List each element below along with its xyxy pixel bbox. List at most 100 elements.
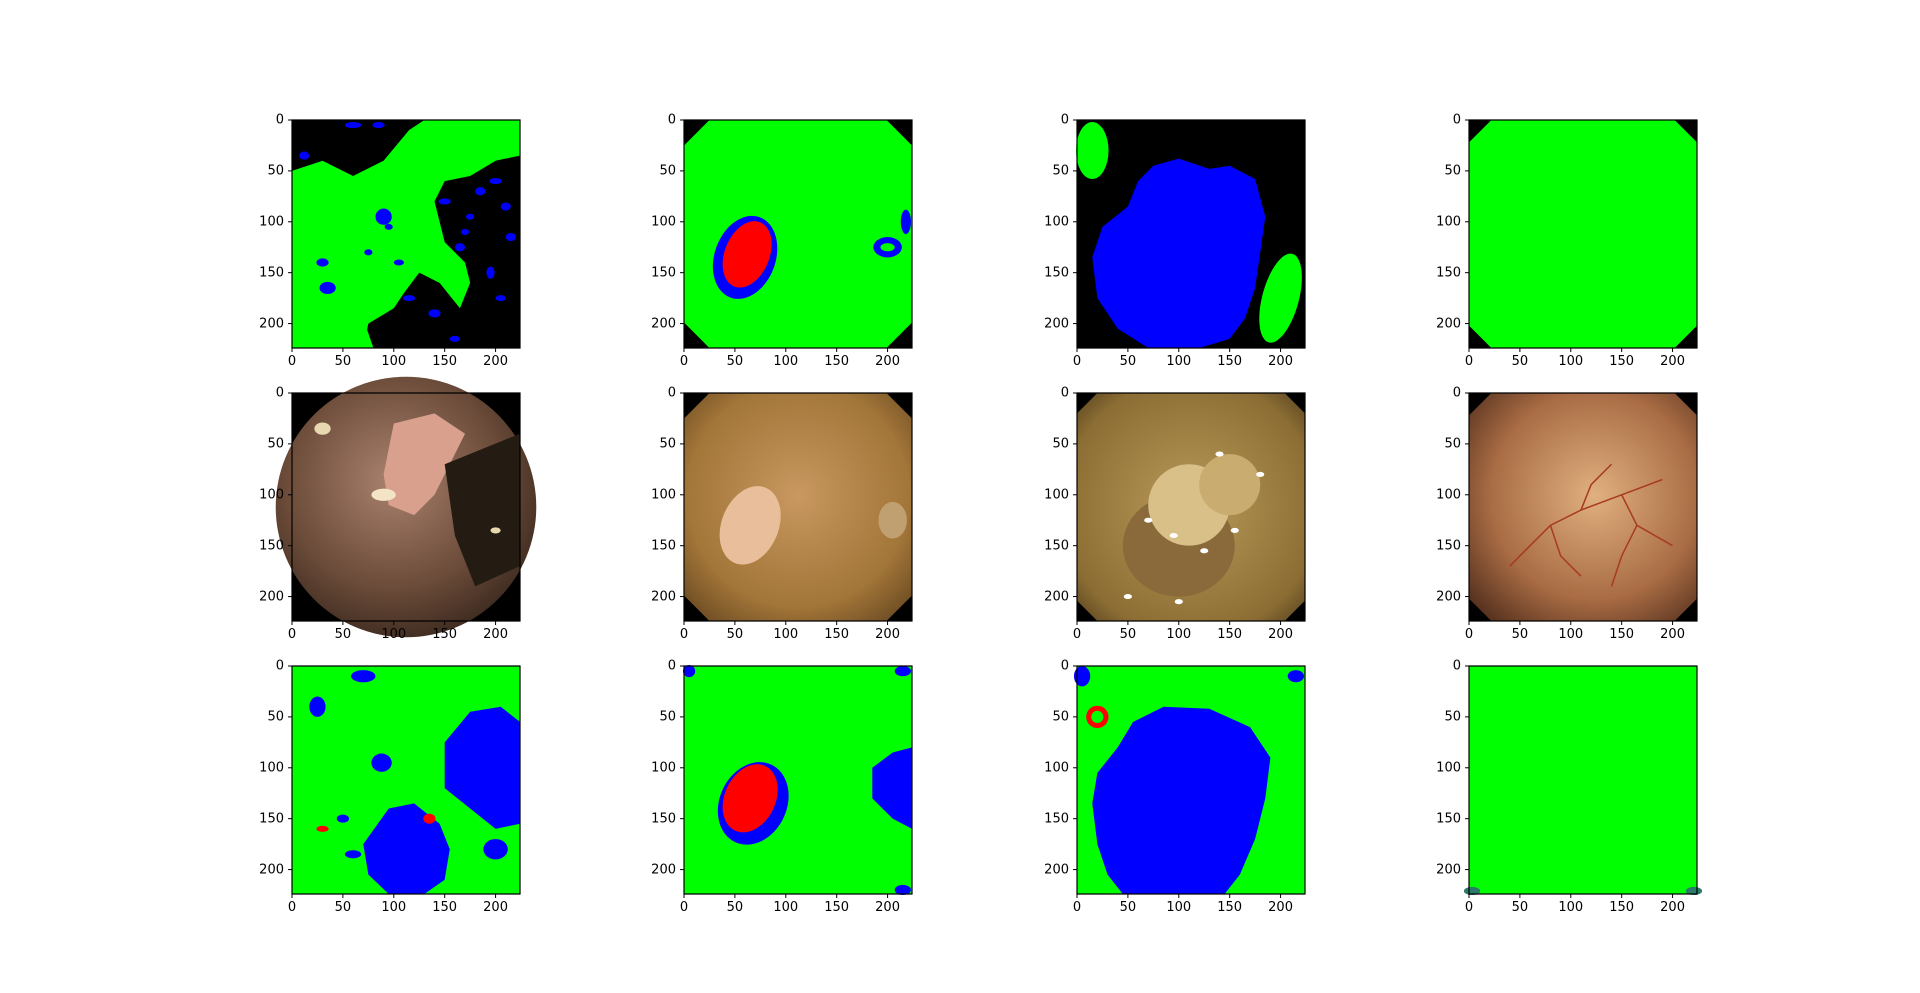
image-content — [682, 664, 912, 896]
tick-marks — [1465, 392, 1674, 625]
blue-spot — [375, 208, 392, 225]
blue-spot — [475, 187, 486, 196]
x-tick-label: 150 — [1609, 627, 1635, 642]
x-tick-label: 100 — [381, 354, 407, 369]
x-tick-label: 200 — [1268, 900, 1293, 915]
y-tick-label: 100 — [1044, 760, 1069, 776]
y-tick-label: 100 — [651, 760, 676, 776]
x-tick-label: 50 — [334, 900, 352, 915]
y-tick-label: 0 — [275, 385, 284, 401]
x-tick-label: 0 — [287, 627, 297, 642]
y-tick-label: 0 — [1452, 385, 1461, 401]
blue-patch — [872, 747, 912, 829]
image-content — [1073, 666, 1305, 894]
panel-r2-c2: 0 50 100 150 200 0 50 100 150 200 — [1044, 660, 1305, 914]
blue-patch — [1073, 666, 1091, 687]
y-tick-label: 0 — [1060, 112, 1069, 128]
y-tick-label: 0 — [667, 658, 676, 674]
y-tick-label: 150 — [259, 538, 284, 554]
panel-r1-c0: 0 50 100 150 200 0 50 100 150 200 — [259, 376, 537, 641]
bubble-highlight — [1123, 594, 1132, 600]
panel-r0-c1: 0 50 100 150 200 0 50 100 150 200 — [651, 114, 912, 368]
y-tick-label: 100 — [651, 214, 676, 230]
axes-frame — [292, 666, 520, 894]
x-tick-label: 100 — [773, 354, 799, 369]
y-tick-label: 150 — [651, 265, 676, 281]
panel-r0-c2: 0 50 100 150 200 0 50 100 150 200 — [1044, 114, 1305, 368]
x-tick-label: 0 — [1072, 354, 1082, 369]
bubble-highlight — [1144, 517, 1153, 523]
y-tick-label: 0 — [1060, 385, 1069, 401]
panel-r2-c0: 0 50 100 150 200 0 50 100 150 200 — [259, 660, 520, 914]
x-tick-label: 150 — [824, 354, 850, 369]
axes-frame — [1077, 393, 1305, 621]
bubble-highlight — [1230, 527, 1239, 533]
image-content — [684, 393, 912, 621]
blue-patch — [900, 209, 911, 234]
image-plot — [275, 376, 537, 638]
blue-patch — [344, 850, 362, 859]
image-plot — [1073, 666, 1305, 894]
pale-lesion — [719, 486, 781, 565]
y-tick-label: 0 — [275, 658, 284, 674]
x-tick-label: 150 — [1609, 354, 1635, 369]
bubble-highlight — [1215, 451, 1224, 457]
image-content — [1469, 393, 1697, 621]
y-tick-label: 200 — [1436, 589, 1461, 605]
blood-vessel — [1549, 525, 1582, 577]
x-tick-label: 150 — [824, 627, 850, 642]
x-tick-label: 100 — [773, 627, 799, 642]
tick-marks — [288, 665, 497, 898]
tick-marks — [1073, 119, 1282, 352]
bubble-region — [878, 501, 907, 539]
tick-marks — [288, 392, 497, 625]
blue-patch — [1463, 886, 1481, 896]
y-tick-label: 0 — [275, 112, 284, 128]
image-plot — [684, 393, 912, 621]
x-tick-label: 0 — [287, 354, 297, 369]
y-tick-label: 100 — [1436, 487, 1461, 503]
tick-marks — [680, 119, 889, 352]
x-tick-label: 200 — [1660, 627, 1685, 642]
axes-frame — [1469, 120, 1697, 348]
x-tick-label: 200 — [483, 627, 508, 642]
y-tick-label: 200 — [259, 316, 284, 332]
image-plot — [1075, 120, 1305, 348]
y-tick-label: 150 — [651, 811, 676, 827]
x-tick-label: 0 — [679, 627, 689, 642]
blue-spot — [384, 223, 393, 230]
y-tick-label: 200 — [1044, 862, 1069, 878]
red-spot — [316, 825, 329, 832]
image-content — [1469, 120, 1697, 348]
bubble-highlight — [1256, 471, 1265, 477]
green-tissue-region — [1075, 122, 1109, 180]
tick-marks — [680, 665, 889, 898]
tick-marks — [288, 119, 497, 352]
blue-spot — [299, 151, 310, 160]
image-content — [684, 120, 912, 348]
x-tick-label: 150 — [432, 354, 458, 369]
blue-patch — [894, 884, 911, 896]
x-tick-label: 50 — [726, 900, 744, 915]
y-tick-label: 50 — [267, 709, 284, 725]
x-tick-label: 0 — [1072, 900, 1082, 915]
blue-spot — [486, 266, 495, 279]
x-tick-label: 0 — [1464, 354, 1474, 369]
tick-marks — [1073, 665, 1282, 898]
green-hole — [1091, 710, 1104, 723]
x-tick-label: 100 — [1166, 354, 1192, 369]
y-tick-label: 200 — [259, 862, 284, 878]
blue-patch — [1685, 886, 1703, 896]
blue-spot — [372, 122, 385, 129]
x-tick-label: 100 — [381, 900, 407, 915]
blue-region — [1092, 158, 1266, 348]
y-tick-label: 100 — [259, 214, 284, 230]
blue-spot — [460, 228, 470, 236]
blue-spot — [344, 122, 362, 129]
y-tick-label: 50 — [1052, 163, 1069, 179]
red-lesion — [722, 221, 772, 288]
y-tick-label: 150 — [1044, 538, 1069, 554]
y-tick-label: 200 — [1044, 316, 1069, 332]
blue-spot — [364, 249, 373, 256]
image-content — [292, 666, 520, 894]
